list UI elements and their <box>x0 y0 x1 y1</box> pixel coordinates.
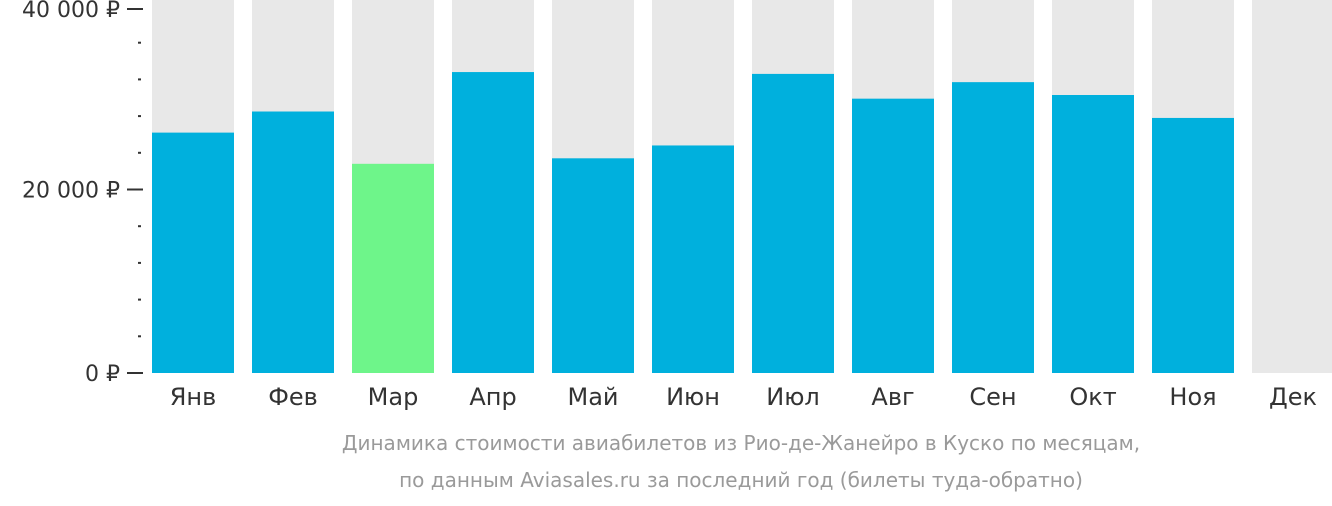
x-tick-label: Окт <box>1069 383 1116 411</box>
x-tick-label: Янв <box>170 383 217 411</box>
x-tick-label: Авг <box>871 383 914 411</box>
bar-4[interactable] <box>452 72 534 373</box>
y-tick-label: 20 000 ₽ <box>22 179 120 204</box>
x-tick-label: Апр <box>469 383 516 411</box>
bar-3[interactable] <box>352 163 434 373</box>
bar-11[interactable] <box>1152 117 1234 373</box>
x-tick-label: Фев <box>268 383 318 411</box>
y-tick-label: 40 000 ₽ <box>22 0 120 23</box>
x-tick-label: Июн <box>666 383 720 411</box>
x-tick-label: Июл <box>766 383 820 411</box>
y-tick-label: 0 ₽ <box>85 362 120 387</box>
x-tick-label: Ноя <box>1169 383 1216 411</box>
bar-9[interactable] <box>952 82 1034 373</box>
bar-10[interactable] <box>1052 94 1134 373</box>
data-bars <box>152 72 1234 374</box>
y-axis: 0 ₽ 20 000 ₽ 40 000 ₽ <box>22 0 143 387</box>
bar-2[interactable] <box>252 111 334 373</box>
x-axis: Янв Фев Мар Апр Май Июн Июл Авг Сен Окт Ноя Дек <box>170 383 1317 411</box>
x-tick-label: Дек <box>1269 383 1317 411</box>
bar-6[interactable] <box>652 145 734 373</box>
bar-1[interactable] <box>152 132 234 373</box>
x-tick-label: Май <box>567 383 618 411</box>
background-bar-12 <box>1252 0 1332 373</box>
x-tick-label: Мар <box>368 383 419 411</box>
x-tick-label: Сен <box>969 383 1016 411</box>
caption-line-1: Динамика стоимости авиабилетов из Рио-де… <box>341 431 1141 455</box>
bar-7[interactable] <box>752 73 834 374</box>
bar-8[interactable] <box>852 98 934 373</box>
caption-line-2: по данным Aviasales.ru за последний год … <box>399 468 1083 492</box>
bar-5[interactable] <box>552 158 634 373</box>
